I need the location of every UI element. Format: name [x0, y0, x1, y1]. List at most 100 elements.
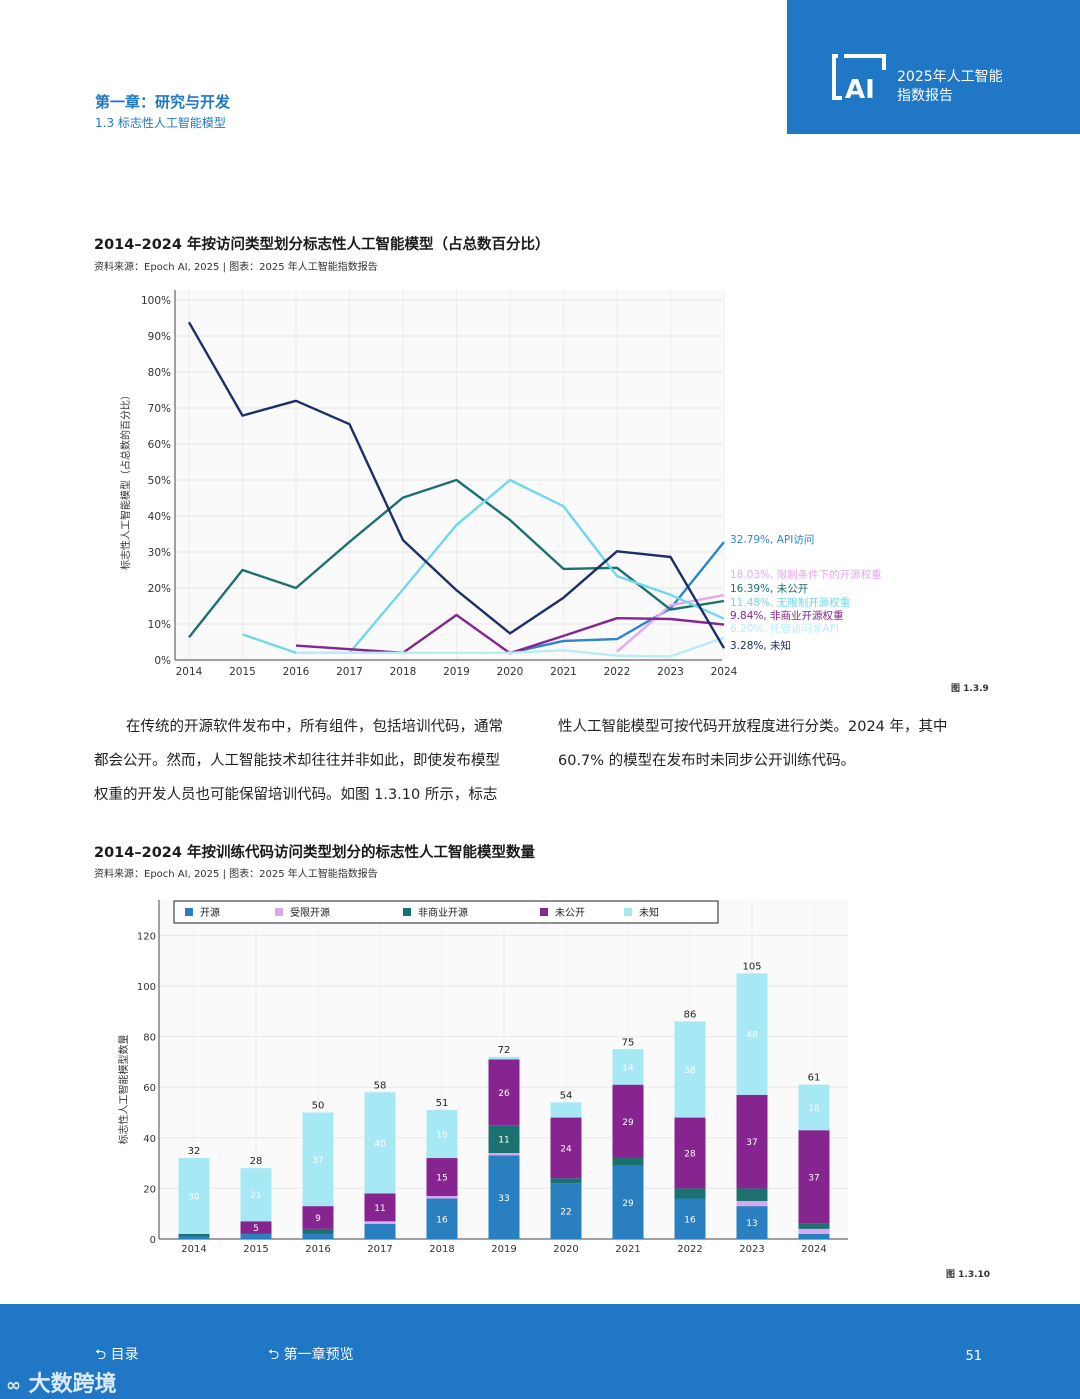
watermark-glyph-icon: ∞ — [6, 1375, 21, 1396]
toc-link[interactable]: ⮌ 目录 — [95, 1344, 139, 1368]
chart2-legend-swatch — [275, 908, 283, 916]
chart2-bar-total-label: 75 — [622, 1037, 635, 1048]
chart2-bar-segment — [178, 1233, 210, 1237]
chart2-x-tick-label: 2018 — [429, 1244, 454, 1255]
chart2-bar-total-label: 105 — [742, 961, 761, 972]
chart2-y-axis-label: 标志性人工智能模型数量 — [117, 1035, 130, 1145]
chart1-y-tick-label: 40% — [148, 511, 171, 523]
chart2-bar-segment — [426, 1195, 458, 1199]
chart2-bar-segment — [798, 1130, 830, 1224]
chart2-bar-segment — [302, 1112, 334, 1207]
chart2-x-tick-label: 2023 — [739, 1244, 764, 1255]
body-left-line-1: 在传统的开源软件发布中，所有组件，包括培训代码，通常 — [126, 719, 503, 735]
chart2-segment-label: 40 — [374, 1139, 386, 1149]
ai-index-logo-icon: AI — [832, 54, 886, 102]
chart2-segment-label: 11 — [498, 1136, 509, 1146]
chart2-segment-label: 24 — [560, 1144, 572, 1154]
chart2-segment-label: 9 — [315, 1214, 321, 1224]
return-arrow-icon: ⮌ — [95, 1347, 107, 1363]
chart1-x-tick-label: 2022 — [604, 666, 631, 678]
chart2-y-tick-label: 0 — [150, 1235, 156, 1246]
chart1-y-tick-label: 90% — [148, 331, 171, 343]
section-title[interactable]: 1.3 标志性人工智能模型 — [95, 116, 226, 130]
chart2-segment-label: 15 — [436, 1174, 447, 1184]
chart2-bar-segment — [488, 1125, 520, 1153]
chart1-x-tick-label: 2017 — [336, 666, 363, 678]
chart2-segment-label: 37 — [746, 1138, 757, 1148]
chart2-legend-swatch — [185, 908, 193, 916]
chart2-bar-segment — [488, 1059, 520, 1126]
chart2-figure-number: 图 1.3.10 — [946, 1270, 991, 1280]
chart2-legend-label: 未知 — [639, 906, 659, 919]
chart1-title: 2014–2024 年按访问类型划分标志性人工智能模型（占总数百分比） — [94, 237, 550, 253]
chart2-segment-label: 13 — [746, 1219, 757, 1229]
chart1-series-end-label: 18.03%, 限制条件下的开源权重 — [730, 568, 882, 581]
chart2-segment-label: 37 — [808, 1174, 819, 1184]
report-title: 2025年人工智能 指数报告 — [897, 68, 1003, 106]
chart2-bar-total-label: 58 — [374, 1080, 387, 1091]
chart2-segment-label: 29 — [622, 1118, 634, 1128]
chart2-bar-segment — [302, 1228, 334, 1234]
chart2-bar-segment — [736, 1094, 768, 1189]
body-text-right: 性人工智能模型可按代码开放程度进行分类。2024 年，其中 60.7% 的模型在… — [558, 710, 998, 778]
chart2-segment-label: 18 — [808, 1104, 820, 1114]
chart2-bar-segment — [178, 1158, 210, 1234]
watermark-text: 大数跨境 — [28, 1372, 117, 1397]
chart2-x-tick-label: 2015 — [243, 1244, 268, 1255]
chart2-segment-label: 11 — [374, 1204, 385, 1214]
body-text-left: 在传统的开源软件发布中，所有组件，包括培训代码，通常 都会公开。然而，人工智能技… — [94, 710, 534, 812]
chart2-source: 资料来源：Epoch AI, 2025 | 图表：2025 年人工智能指数报告 — [94, 869, 378, 880]
chart2-x-tick-label: 2021 — [615, 1244, 640, 1255]
chart1-series-end-label: 9.84%, 非商业开源权重 — [730, 609, 844, 622]
chart1-series-end-label: 32.79%, API访问 — [730, 533, 814, 546]
chapter-title[interactable]: 第一章：研究与开发 — [95, 93, 231, 111]
chart2-bar-segment — [736, 1206, 768, 1239]
chart2-bar-total-label: 72 — [498, 1045, 511, 1056]
chart2-segment-label: 30 — [188, 1192, 200, 1202]
chart2-bar-segment — [178, 1236, 210, 1239]
chart2-y-tick-label: 60 — [143, 1083, 156, 1094]
chart2-segment-label: 16 — [684, 1215, 696, 1225]
chart1-series-end-label: 3.28%, 未知 — [730, 639, 791, 652]
page-number: 51 — [965, 1349, 982, 1364]
chart2-legend-label: 未公开 — [555, 907, 585, 919]
chart1-figure-number: 图 1.3.9 — [951, 684, 989, 694]
chart2-y-tick-label: 100 — [137, 982, 156, 993]
chart2-bar-total-label: 86 — [684, 1009, 697, 1020]
chart1-x-tick-label: 2020 — [497, 666, 524, 678]
watermark-logo: ∞ 大数跨境 — [6, 1366, 117, 1398]
chart2-legend-swatch — [403, 908, 411, 916]
chart1-y-tick-label: 70% — [148, 403, 171, 415]
page-footer: ⮌ 目录 ⮌ 第一章预览 51 — [0, 1304, 1080, 1399]
chart1-x-tick-label: 2015 — [229, 666, 256, 678]
chart1-series-line — [187, 321, 726, 649]
chapter-preview-link[interactable]: ⮌ 第一章预览 — [268, 1344, 354, 1368]
chart2-bar-segment — [736, 1201, 768, 1207]
chart1-x-tick-label: 2021 — [550, 666, 577, 678]
chart2-bar-segment — [674, 1117, 706, 1189]
chart2-x-tick-label: 2014 — [181, 1244, 206, 1255]
chart2-y-tick-label: 120 — [137, 931, 156, 942]
chart2-segment-label: 33 — [498, 1194, 509, 1204]
chart2-segment-label: 22 — [560, 1208, 571, 1218]
chart2-bar-segment — [426, 1158, 458, 1196]
chart1-plot-area — [175, 290, 722, 663]
chart2-segment-label: 19 — [436, 1131, 448, 1141]
chart2-segment-label: 28 — [684, 1149, 696, 1159]
chart1-source: 资料来源：Epoch AI, 2025 | 图表：2025 年人工智能指数报告 — [94, 262, 378, 273]
chart2-x-tick-label: 2016 — [305, 1244, 330, 1255]
chart2-bar-segment — [550, 1117, 582, 1179]
chart2-segment-label: 21 — [250, 1191, 261, 1201]
chart2-title: 2014–2024 年按训练代码访问类型划分的标志性人工智能模型数量 — [94, 845, 536, 861]
chart1-x-tick-label: 2018 — [390, 666, 417, 678]
chart2-bar-segment — [736, 973, 768, 1095]
chart2-bar-segment — [612, 1084, 644, 1159]
chart2-y-tick-label: 20 — [143, 1184, 156, 1195]
chapter-preview-label: 第一章预览 — [283, 1347, 354, 1363]
chart2-bar-total-label: 54 — [560, 1090, 573, 1101]
chart2-x-tick-label: 2024 — [801, 1244, 826, 1255]
chart2-bar-total-label: 32 — [188, 1146, 201, 1157]
body-left-line-3: 权重的开发人员也可能保留培训代码。如图 1.3.10 所示，标志 — [94, 787, 498, 803]
chart2-bar-segment — [550, 1183, 582, 1239]
chart2-stacked-bar-chart: 0 20 40 60 80 100 120 标志性人工智能模型数量 30 32 2014 5 21 28 2… — [117, 900, 848, 1255]
